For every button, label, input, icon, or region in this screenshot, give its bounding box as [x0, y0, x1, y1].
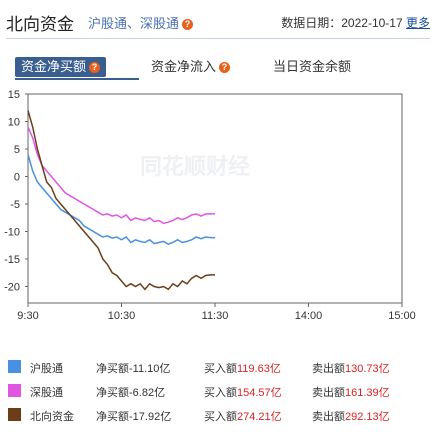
x-tick-label: 9:30: [17, 310, 38, 322]
header-subtitle-text[interactable]: 沪股通、深股通: [88, 16, 180, 31]
legend-swatch-sz: [8, 384, 21, 397]
legend-buy-label: 买入额: [204, 411, 237, 423]
y-tick-label: 10: [8, 117, 20, 129]
plot-frame: [27, 93, 403, 304]
question-icon[interactable]: ?: [89, 62, 101, 74]
question-icon[interactable]: ?: [182, 19, 194, 31]
x-tick-label: 14:00: [295, 310, 323, 322]
x-tick-label: 11:30: [202, 310, 229, 322]
y-tick-label: 5: [14, 144, 20, 156]
legend-buy-value: 119.63亿: [237, 363, 281, 375]
tab-underline: [15, 78, 139, 80]
legend-sell: 卖出额130.73亿: [312, 360, 390, 376]
more-link[interactable]: 更多: [405, 16, 430, 30]
y-tick-label: -10: [4, 227, 20, 239]
legend-sell-value: 292.13亿: [345, 411, 390, 423]
tab-daily-balance-label[interactable]: 当日资金余额: [273, 59, 352, 74]
legend-buy-label: 买入额: [204, 387, 237, 399]
header-divider: [6, 38, 430, 39]
legend-row-sh: 沪股通 净买额-11.10亿 买入额119.63亿 卖出额130.73亿: [0, 356, 436, 380]
series-line-北向资金: [27, 110, 215, 291]
legend-sell: 卖出额161.39亿: [312, 384, 390, 400]
x-tick-label: 15:00: [388, 310, 416, 322]
header: 北向资金 沪股通、深股通? 数据日期：2022-10-17 更多: [6, 10, 430, 38]
legend: 沪股通 净买额-11.10亿 买入额119.63亿 卖出额130.73亿 深股通…: [0, 356, 436, 428]
page-title: 北向资金: [6, 15, 74, 34]
legend-sell-label: 卖出额: [312, 363, 345, 375]
chart-svg: 同花顺财经 15 10 5 0 -5 -10 -15 -20 9:30 10:30 11:30 14:0…: [4, 89, 416, 322]
legend-name: 深股通: [30, 387, 63, 399]
legend-sell-label: 卖出额: [312, 387, 345, 399]
tab-net-inflow-label[interactable]: 资金净流入: [151, 59, 217, 74]
y-tick-label: -20: [4, 282, 20, 294]
legend-buy: 买入额274.21亿: [204, 408, 282, 424]
legend-net: 净买额-17.92亿: [96, 411, 172, 423]
legend-name: 沪股通: [30, 363, 63, 375]
tab-net-inflow[interactable]: 资金净流入?: [145, 57, 236, 77]
tab-daily-balance[interactable]: 当日资金余额: [267, 57, 357, 77]
series-line-深股通: [27, 126, 215, 225]
legend-name: 北向资金: [30, 411, 74, 423]
legend-net: 净买额-6.82亿: [96, 387, 166, 399]
legend-buy: 买入额119.63亿: [204, 360, 281, 376]
legend-sell-label: 卖出额: [312, 411, 345, 423]
legend-swatch-north: [8, 408, 21, 421]
y-tick-label: 0: [14, 172, 20, 184]
date-info: 数据日期：2022-10-17 更多: [281, 14, 430, 31]
y-tick-label: 15: [8, 89, 20, 101]
legend-buy-value: 274.21亿: [237, 411, 282, 423]
legend-buy-value: 154.57亿: [237, 387, 282, 399]
y-tick-label: -15: [4, 254, 20, 266]
x-tick-label: 10:30: [108, 310, 136, 322]
legend-row-sz: 深股通 净买额-6.82亿 买入额154.57亿 卖出额161.39亿: [0, 380, 436, 404]
legend-buy: 买入额154.57亿: [204, 384, 282, 400]
header-subtitle[interactable]: 沪股通、深股通?: [88, 13, 194, 32]
legend-buy-label: 买入额: [204, 363, 237, 375]
legend-net: 净买额-11.10亿: [96, 363, 171, 375]
question-icon[interactable]: ?: [219, 62, 231, 74]
capital-flow-chart: 同花顺财经 15 10 5 0 -5 -10 -15 -20 9:30 10:30 11:30 14:0…: [0, 86, 436, 326]
legend-sell-value: 130.73亿: [345, 363, 390, 375]
series-line-沪股通: [27, 154, 215, 246]
legend-swatch-sh: [8, 360, 21, 373]
tab-net-buy-label[interactable]: 资金净买额: [21, 59, 87, 74]
legend-sell-value: 161.39亿: [345, 387, 390, 399]
legend-row-north: 北向资金 净买额-17.92亿 买入额274.21亿 卖出额292.13亿: [0, 404, 436, 428]
date-label: 数据日期：2022-10-17: [281, 16, 403, 30]
y-tick-label: -5: [10, 199, 20, 211]
watermark-text: 同花顺财经: [140, 154, 250, 179]
legend-sell: 卖出额292.13亿: [312, 408, 390, 424]
tab-net-buy[interactable]: 资金净买额?: [15, 57, 107, 77]
